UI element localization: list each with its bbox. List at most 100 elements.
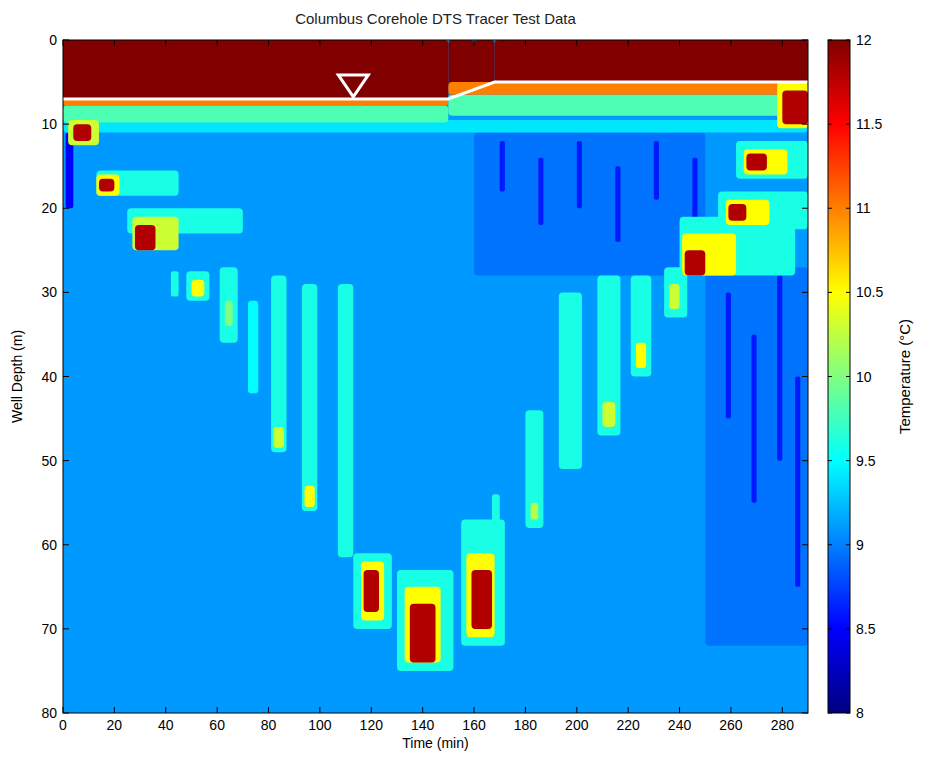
heat-cell	[63, 40, 448, 99]
heat-cell	[597, 276, 620, 436]
colorbar-tick-label: 9	[856, 537, 864, 553]
colorbar-tick-label: 11.5	[856, 116, 882, 132]
heat-cell	[405, 587, 441, 663]
water-table-line	[63, 82, 808, 99]
colorbar-tick-label: 10	[856, 369, 872, 385]
colorbar-tick	[846, 292, 850, 293]
colorbar-tick	[828, 376, 832, 377]
y-tick	[63, 713, 69, 714]
heat-cell	[654, 141, 659, 200]
heat-cell	[726, 292, 731, 418]
heat-cell	[736, 141, 808, 179]
x-tick-label: 40	[158, 717, 174, 733]
x-tick-label: 60	[209, 717, 225, 733]
x-tick	[268, 707, 269, 713]
x-tick	[63, 707, 64, 713]
colorbar-tick-label: 10.5	[856, 284, 883, 300]
y-tick-label: 80	[41, 705, 57, 721]
colorbar-tick	[846, 124, 850, 125]
x-tick-label: 180	[514, 717, 538, 733]
x-tick	[114, 707, 115, 713]
heat-cell	[271, 276, 286, 453]
heat-cell	[397, 570, 454, 671]
heat-cell	[96, 175, 119, 196]
x-tick	[782, 707, 783, 713]
x-tick-label: 280	[771, 717, 795, 733]
heat-cell	[338, 284, 353, 557]
heat-cell	[474, 133, 705, 276]
colorbar-tick	[846, 544, 850, 545]
heat-cell	[99, 179, 114, 192]
water-table-marker	[338, 75, 368, 97]
y-tick-label: 10	[41, 116, 57, 132]
heat-cell	[191, 280, 204, 297]
y-tick	[63, 544, 69, 545]
heat-cell	[602, 402, 615, 427]
y-tick-label: 20	[41, 200, 57, 216]
y-tick	[63, 40, 69, 41]
heat-cell	[538, 158, 543, 225]
y-tick	[802, 124, 808, 125]
x-tick	[576, 40, 577, 46]
y-tick	[63, 460, 69, 461]
y-tick-label: 30	[41, 284, 57, 300]
y-tick	[802, 208, 808, 209]
x-tick	[422, 707, 423, 713]
y-tick	[63, 376, 69, 377]
colorbar	[828, 40, 850, 713]
colorbar-tick	[828, 124, 832, 125]
y-axis-title: Well Depth (m)	[9, 330, 25, 423]
heat-cell	[448, 82, 808, 95]
heat-cell	[577, 141, 582, 208]
x-tick	[217, 40, 218, 46]
x-tick	[474, 707, 475, 713]
x-tick	[268, 40, 269, 46]
heat-cell	[96, 170, 178, 195]
heat-cell	[274, 427, 284, 448]
colorbar-tick	[828, 460, 832, 461]
x-tick	[165, 707, 166, 713]
heat-cell	[171, 271, 179, 296]
colorbar-tick	[828, 208, 832, 209]
heat-cell	[495, 40, 808, 82]
x-tick-label: 20	[107, 717, 123, 733]
y-tick	[63, 208, 69, 209]
x-tick-label: 120	[360, 717, 384, 733]
x-tick	[576, 707, 577, 713]
x-tick	[371, 707, 372, 713]
y-tick-label: 40	[41, 369, 57, 385]
x-tick	[730, 40, 731, 46]
x-tick-label: 80	[261, 717, 277, 733]
heat-cell	[631, 276, 652, 377]
y-tick	[63, 124, 69, 125]
heat-cell	[364, 570, 379, 612]
y-tick	[802, 460, 808, 461]
colorbar-tick	[846, 208, 850, 209]
x-tick	[525, 40, 526, 46]
heat-cell	[751, 334, 756, 502]
heat-cell	[248, 301, 258, 394]
heat-cell	[73, 124, 91, 141]
heat-cell	[353, 553, 392, 629]
heat-cell	[525, 410, 543, 528]
heat-cell	[559, 292, 582, 469]
x-tick	[422, 40, 423, 46]
x-tick	[782, 40, 783, 46]
colorbar-title: Temperature (°C)	[896, 319, 913, 434]
heat-cell	[448, 95, 808, 116]
heat-cell	[461, 520, 505, 646]
x-tick-label: 100	[308, 717, 332, 733]
heat-cell	[777, 82, 808, 128]
y-tick-label: 50	[41, 453, 57, 469]
heat-cell	[63, 40, 808, 713]
colorbar-tick	[846, 713, 850, 714]
heat-cell	[474, 40, 495, 88]
x-tick	[114, 40, 115, 46]
heat-cell	[777, 276, 782, 461]
y-tick	[802, 376, 808, 377]
x-tick-label: 160	[462, 717, 486, 733]
y-tick-label: 70	[41, 621, 57, 637]
x-tick	[679, 707, 680, 713]
x-tick	[730, 707, 731, 713]
x-tick-label: 200	[565, 717, 589, 733]
